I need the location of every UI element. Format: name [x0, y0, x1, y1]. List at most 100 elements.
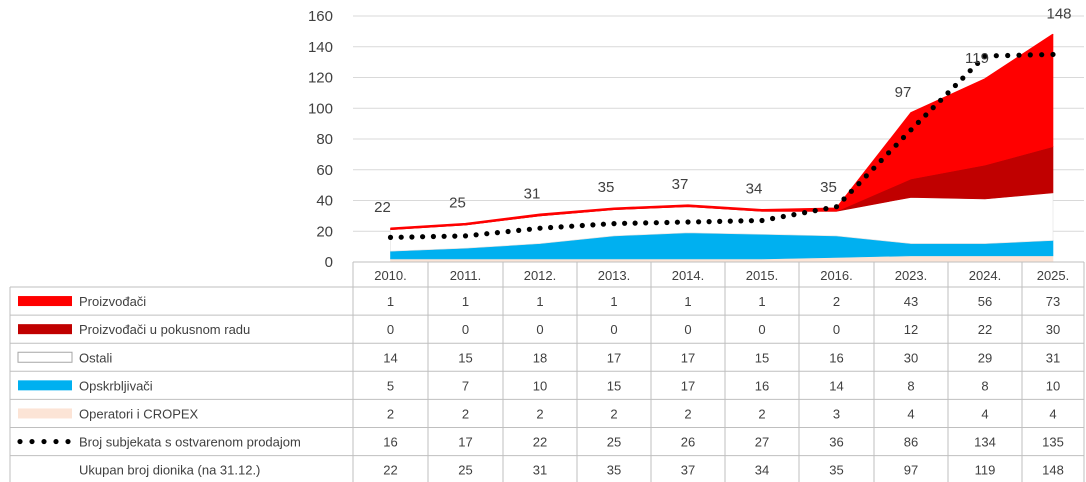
data-cell: 35: [607, 463, 621, 478]
line-dot: [856, 181, 862, 187]
data-cell: 35: [829, 463, 843, 478]
data-cell: 8: [907, 378, 914, 393]
line-dot: [526, 226, 533, 232]
line-dot: [802, 210, 808, 216]
line-dot: [1050, 51, 1056, 58]
data-cell: 25: [458, 463, 472, 478]
y-tick-label: 120: [308, 70, 333, 87]
line-dot: [848, 188, 855, 194]
y-tick-label: 80: [316, 131, 333, 148]
line-dot: [643, 220, 649, 226]
data-cell: 16: [755, 378, 769, 393]
line-dot: [600, 221, 607, 227]
data-cell: 30: [904, 350, 918, 365]
data-cell: 1: [684, 294, 691, 309]
data-cell: 5: [387, 378, 394, 393]
line-dot: [791, 212, 797, 218]
line-dot: [915, 119, 922, 125]
line-dot: [823, 206, 829, 212]
y-tick-label: 100: [308, 100, 333, 117]
data-cell: 148: [1042, 463, 1064, 478]
data-cell: 2: [684, 406, 691, 421]
data-cell: 15: [607, 378, 621, 393]
total-label: 25: [449, 195, 466, 212]
x-tick-label: 2023.: [895, 268, 928, 283]
legend-label: Broj subjekata s ostvarenom prodajom: [79, 435, 301, 450]
data-cell: 1: [387, 294, 394, 309]
data-cell: 14: [383, 350, 397, 365]
line-dot: [1039, 52, 1045, 58]
line-dot: [727, 218, 733, 224]
line-dot: [484, 231, 490, 237]
data-table: 2010. 2011. 2012. 2013. 2014. 2015. 2016. 2023.…: [9, 261, 1085, 482]
line-dot: [569, 223, 575, 229]
line-dot: [473, 232, 479, 238]
legend-label: Proizvođači u pokusnom radu: [79, 322, 250, 337]
line-dot: [945, 90, 951, 96]
data-cell: 135: [1042, 435, 1064, 450]
line-dot: [548, 224, 554, 231]
data-cell: 18: [533, 350, 547, 365]
line-dot: [923, 112, 929, 118]
data-cell: 2: [536, 406, 543, 421]
data-cell: 2: [387, 406, 394, 421]
line-dot: [938, 97, 944, 103]
data-cell: 10: [533, 378, 547, 393]
data-cell: 17: [458, 435, 472, 450]
line-dot: [812, 208, 818, 214]
x-tick-label: 2013.: [598, 268, 631, 283]
line-dot: [664, 219, 670, 226]
data-cell: 12: [904, 322, 918, 337]
data-cell: 1: [610, 294, 617, 309]
line-dot: [930, 105, 936, 111]
data-cell: 22: [533, 435, 547, 450]
legend-label: Ostali: [79, 350, 112, 365]
x-tick-label: 2011.: [450, 268, 482, 283]
data-cell: 1: [536, 294, 543, 309]
line-dot: [387, 234, 394, 240]
data-cell: 86: [904, 435, 918, 450]
legend-swatch: [18, 380, 72, 391]
data-cell: 27: [755, 435, 769, 450]
data-cell: 36: [829, 435, 843, 450]
line-dot: [833, 204, 840, 210]
data-cell: 0: [462, 322, 469, 337]
line-dot: [960, 75, 966, 81]
data-cell: 37: [681, 463, 695, 478]
legend-label: Proizvođači: [79, 294, 146, 309]
data-cell: 2: [758, 406, 765, 421]
total-label: 97: [895, 84, 912, 101]
data-cell: 7: [462, 378, 469, 393]
total-labels: 22 25 31 35 37 34 35 97 119 148: [374, 5, 1071, 216]
data-cell: 56: [978, 294, 992, 309]
y-tick-label: 40: [316, 193, 333, 210]
x-tick-label: 2016.: [820, 268, 853, 283]
data-cell: 119: [975, 463, 996, 478]
data-cell: 4: [907, 406, 914, 421]
data-cell: 0: [610, 322, 617, 337]
data-cell: 97: [904, 463, 918, 478]
line-dot: [878, 157, 884, 164]
data-cell: 1: [462, 294, 469, 309]
line-dot: [908, 127, 914, 133]
line-dot: [685, 219, 691, 225]
line-dot: [759, 217, 765, 224]
line-dot: [452, 233, 458, 239]
line-dot: [622, 220, 628, 226]
data-cell: 25: [607, 435, 621, 450]
line-dot: [871, 165, 877, 171]
total-outline: [390, 33, 1054, 229]
data-cell: 29: [978, 350, 992, 365]
line-dot: [430, 233, 436, 240]
data-cell: 134: [974, 435, 996, 450]
total-label: 22: [374, 199, 391, 216]
x-tick-label: 2014.: [672, 268, 705, 283]
total-label: 35: [598, 179, 615, 196]
line-dot: [738, 218, 744, 224]
y-axis-ticks: 0 20 40 60 80 100 120 140 160: [308, 8, 333, 271]
line-dot: [632, 220, 638, 226]
gridlines: [353, 15, 1084, 232]
data-cell: 73: [1046, 294, 1060, 309]
x-tick-label: 2024.: [969, 268, 1002, 283]
line-dot: [900, 134, 907, 141]
